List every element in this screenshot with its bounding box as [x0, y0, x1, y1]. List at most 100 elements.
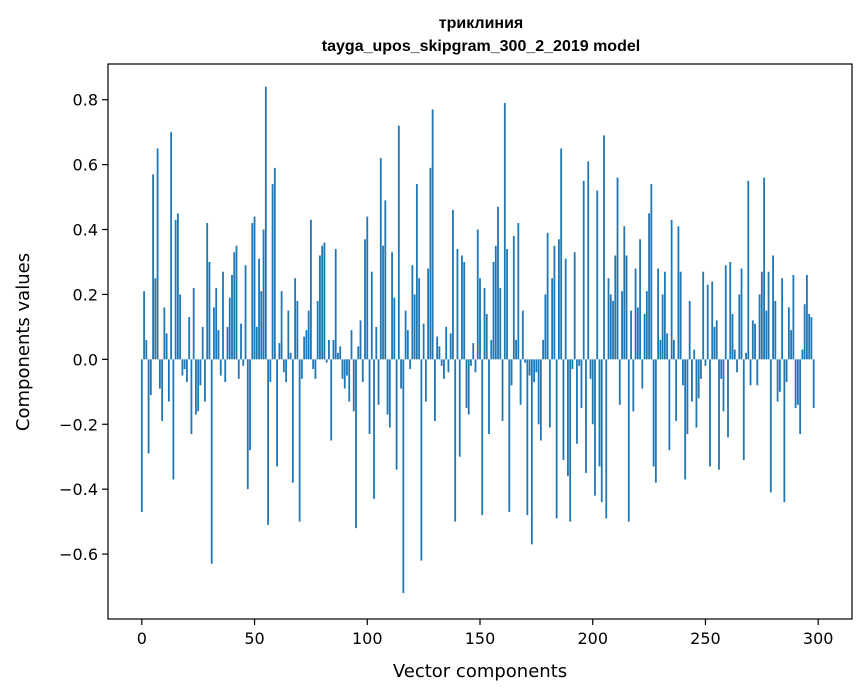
chart-subtitle: tayga_upos_skipgram_300_2_2019 model [322, 38, 640, 55]
bar-62 [280, 291, 283, 360]
bar-40 [231, 274, 233, 360]
bar-85 [332, 339, 335, 360]
bar-229 [657, 268, 660, 360]
bar-12 [167, 359, 170, 402]
y-tick-label: 0.4 [73, 221, 98, 240]
bar-41 [233, 252, 236, 360]
bar-145 [467, 359, 470, 415]
bar-156 [492, 261, 495, 360]
bar-38 [226, 326, 229, 360]
bar-18 [181, 359, 184, 376]
y-tick-label: −0.4 [59, 480, 98, 499]
bar-198 [587, 161, 590, 360]
bar-265 [738, 294, 741, 360]
bar-272 [754, 323, 756, 360]
bar-54 [262, 229, 265, 360]
bar-286 [785, 359, 788, 383]
bar-152 [483, 287, 486, 360]
bar-227 [652, 359, 655, 467]
bar-184 [555, 359, 558, 519]
bar-148 [474, 359, 477, 373]
bar-180 [546, 232, 549, 360]
bar-185 [558, 239, 560, 360]
bar-151 [481, 359, 484, 516]
bar-59 [273, 167, 276, 360]
bar-183 [553, 245, 556, 360]
bar-132 [438, 346, 441, 360]
bar-48 [249, 359, 251, 451]
bar-249 [702, 271, 705, 360]
bar-14 [172, 359, 175, 480]
bar-51 [255, 326, 258, 360]
bar-270 [749, 359, 752, 386]
bar-21 [188, 317, 191, 360]
bar-113 [395, 359, 398, 470]
y-tick-label: 0.6 [73, 156, 98, 175]
bar-60 [276, 359, 278, 467]
bar-290 [794, 359, 797, 409]
bar-189 [567, 359, 569, 477]
bar-170 [524, 359, 526, 363]
bar-247 [697, 359, 700, 399]
bar-297 [810, 317, 813, 360]
bar-289 [792, 274, 795, 360]
bar-269 [747, 180, 750, 360]
bar-263 [733, 349, 736, 360]
bar-234 [668, 359, 671, 451]
bar-94 [352, 359, 355, 412]
bar-52 [258, 258, 260, 360]
bar-211 [616, 177, 619, 360]
bar-166 [515, 339, 517, 360]
bar-76 [312, 359, 315, 370]
bar-288 [790, 330, 793, 360]
bar-223 [643, 313, 646, 360]
bar-44 [240, 323, 242, 360]
bar-144 [465, 359, 468, 409]
bar-261 [729, 261, 732, 360]
bar-75 [310, 219, 312, 360]
bar-201 [594, 359, 596, 496]
bar-262 [731, 313, 734, 360]
bar-192 [573, 252, 576, 360]
bar-207 [607, 278, 610, 360]
bar-123 [418, 278, 421, 360]
bar-295 [806, 274, 808, 360]
bar-245 [693, 349, 696, 360]
bar-240 [682, 359, 684, 386]
bar-186 [560, 148, 563, 360]
y-axis: −0.6 −0.4 −0.2 0.0 0.2 0.4 0.6 0.8 [59, 91, 108, 564]
bar-30 [208, 261, 211, 360]
bar-218 [632, 359, 635, 412]
bar-285 [783, 359, 786, 503]
bar-49 [251, 223, 254, 360]
bar-163 [508, 359, 511, 512]
bar-4 [149, 359, 152, 396]
bar-219 [634, 268, 637, 360]
bar-179 [544, 294, 547, 360]
bar-50 [253, 216, 256, 360]
bar-155 [490, 339, 493, 360]
bar-0 [140, 359, 143, 512]
bar-7 [156, 148, 159, 360]
bar-107 [382, 245, 384, 360]
bar-190 [569, 359, 572, 522]
bar-210 [614, 255, 617, 360]
bar-57 [269, 359, 272, 383]
y-tick-label: −0.2 [59, 415, 98, 434]
bar-278 [767, 271, 770, 360]
bar-34 [217, 330, 220, 360]
bar-103 [373, 359, 375, 499]
bar-217 [630, 310, 632, 360]
x-tick-label: 150 [465, 629, 496, 648]
bar-281 [774, 300, 777, 360]
bar-203 [598, 359, 601, 467]
bar-16 [176, 213, 179, 360]
bar-68 [294, 278, 297, 360]
y-axis-label: Components values [13, 253, 34, 431]
bar-233 [666, 333, 669, 360]
bar-235 [670, 219, 673, 360]
bar-56 [267, 359, 269, 525]
bar-268 [745, 352, 747, 360]
bar-42 [235, 245, 238, 360]
bar-23 [192, 287, 195, 360]
